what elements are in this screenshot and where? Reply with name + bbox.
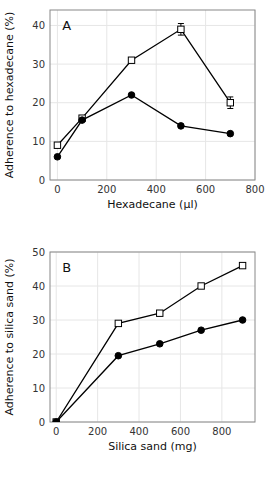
circle-marker	[128, 92, 135, 99]
grid-line	[50, 388, 255, 389]
grid-line	[56, 252, 57, 422]
panel-label: A	[62, 18, 71, 33]
tick-label: 400	[147, 184, 166, 195]
tick-label: 30	[32, 59, 45, 70]
circle-marker	[227, 130, 234, 137]
tick-label: 0	[54, 184, 60, 195]
tick-label: 600	[196, 184, 215, 195]
series-line	[57, 29, 230, 145]
tick-label: 50	[32, 247, 45, 258]
x-axis-label: Hexadecane (μl)	[107, 198, 198, 211]
tick-label: 200	[97, 184, 116, 195]
circle-marker	[178, 123, 185, 130]
tick-label: 0	[39, 417, 45, 428]
circle-marker	[198, 327, 205, 334]
tick-label: 0	[53, 426, 59, 437]
x-axis-label: Silica sand (mg)	[108, 440, 197, 453]
grid-line	[50, 25, 255, 26]
tick-label: 10	[32, 383, 45, 394]
circle-marker	[156, 341, 163, 348]
panel-label: B	[62, 260, 71, 275]
plot-frame	[50, 252, 255, 422]
grid-line	[139, 252, 140, 422]
grid-line	[50, 102, 255, 103]
square-marker	[157, 310, 163, 316]
tick-label: 200	[88, 426, 107, 437]
grid-line	[221, 252, 222, 422]
tick-label: 10	[32, 136, 45, 147]
tick-label: 20	[32, 97, 45, 108]
marks	[54, 24, 233, 161]
tick-label: 0	[39, 175, 45, 186]
grid-line	[156, 10, 157, 180]
square-marker	[53, 419, 59, 422]
square-marker	[128, 57, 134, 63]
plot-frame	[50, 10, 255, 180]
circle-marker	[53, 419, 60, 422]
tick-label: 20	[32, 349, 45, 360]
square-marker	[198, 283, 204, 289]
tick-label: 800	[212, 426, 231, 437]
series-line	[57, 95, 230, 157]
series-line	[56, 266, 242, 422]
tick-label: 30	[32, 315, 45, 326]
panel: 0102030400200400600800Hexadecane (μl)Adh…	[3, 10, 265, 211]
figure: 0102030400200400600800Hexadecane (μl)Adh…	[0, 0, 267, 483]
y-axis-label: Adherence to silica sand (%)	[3, 258, 16, 415]
grid-line	[97, 252, 98, 422]
grid-line	[50, 64, 255, 65]
square-marker	[227, 100, 233, 106]
tick-label: 400	[129, 426, 148, 437]
grid-line	[50, 286, 255, 287]
grid-line	[205, 10, 206, 180]
tick-label: 40	[32, 281, 45, 292]
panel: 0 10 20 30 40 50 0 200 400 600 800 Silica sand (mg)…	[3, 247, 255, 454]
grid-line	[50, 320, 255, 321]
square-marker	[115, 320, 121, 326]
grid-line	[50, 354, 255, 355]
grid-line	[50, 141, 255, 142]
tick-label: 600	[171, 426, 190, 437]
tick-label: 800	[245, 184, 264, 195]
marks	[53, 262, 246, 422]
circle-marker	[115, 352, 122, 359]
grid-line	[106, 10, 107, 180]
square-marker	[54, 142, 60, 148]
circle-marker	[239, 317, 246, 324]
y-axis-label: Adherence to hexadecane (%)	[3, 12, 16, 179]
tick-label: 40	[32, 20, 45, 31]
circle-marker	[79, 117, 86, 124]
circle-marker	[54, 154, 61, 161]
square-marker	[178, 26, 184, 32]
series-line	[56, 320, 242, 422]
square-marker	[239, 262, 245, 268]
